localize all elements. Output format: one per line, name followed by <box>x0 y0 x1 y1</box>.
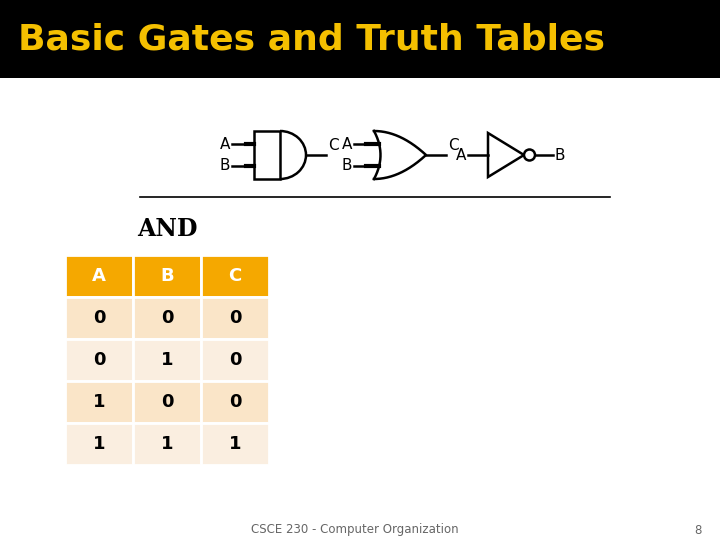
Text: 0: 0 <box>229 309 241 327</box>
Text: A: A <box>220 137 230 152</box>
Text: 8: 8 <box>694 523 702 537</box>
Text: 1: 1 <box>161 351 174 369</box>
Bar <box>133 381 201 423</box>
Text: C: C <box>328 138 338 153</box>
Text: C: C <box>448 138 459 153</box>
Text: CSCE 230 - Computer Organization: CSCE 230 - Computer Organization <box>251 523 459 537</box>
Polygon shape <box>374 131 426 179</box>
Text: B: B <box>555 147 565 163</box>
Bar <box>133 297 201 339</box>
Text: 1: 1 <box>93 435 105 453</box>
Bar <box>201 381 269 423</box>
Text: A: A <box>92 267 106 285</box>
Text: B: B <box>160 267 174 285</box>
Text: 1: 1 <box>161 435 174 453</box>
Bar <box>133 255 201 297</box>
Text: B: B <box>220 158 230 173</box>
Text: A: A <box>456 147 466 163</box>
Bar <box>201 255 269 297</box>
Bar <box>0 0 720 78</box>
Text: C: C <box>228 267 242 285</box>
Text: 0: 0 <box>161 393 174 411</box>
Text: Basic Gates and Truth Tables: Basic Gates and Truth Tables <box>18 22 605 56</box>
Polygon shape <box>254 131 280 179</box>
Bar <box>65 423 133 465</box>
Text: AND: AND <box>137 217 197 241</box>
Circle shape <box>524 150 535 160</box>
Bar <box>133 339 201 381</box>
Bar <box>201 423 269 465</box>
Text: 1: 1 <box>93 393 105 411</box>
Text: 0: 0 <box>93 309 105 327</box>
Bar <box>65 339 133 381</box>
Bar <box>201 297 269 339</box>
Polygon shape <box>488 133 524 177</box>
Text: B: B <box>341 158 352 173</box>
Bar <box>65 381 133 423</box>
Text: 0: 0 <box>229 393 241 411</box>
Bar <box>65 255 133 297</box>
Text: 1: 1 <box>229 435 241 453</box>
Text: 0: 0 <box>93 351 105 369</box>
Text: A: A <box>341 137 352 152</box>
Bar <box>133 423 201 465</box>
Text: 0: 0 <box>229 351 241 369</box>
Text: 0: 0 <box>161 309 174 327</box>
Bar <box>201 339 269 381</box>
Bar <box>65 297 133 339</box>
